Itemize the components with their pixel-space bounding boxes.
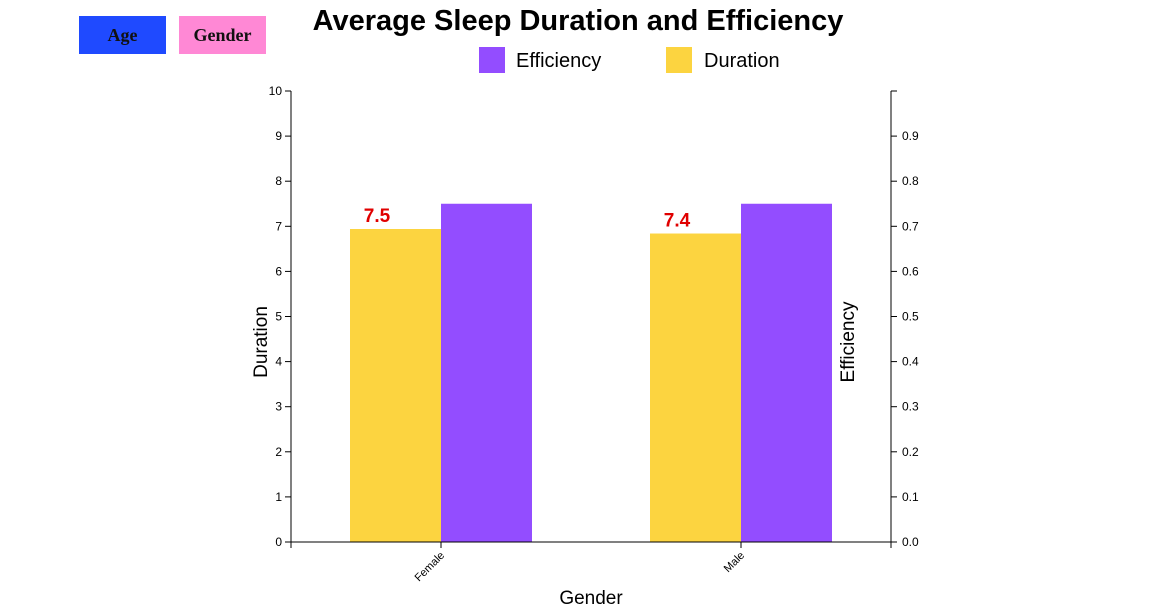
gender-button[interactable]: Gender bbox=[179, 16, 266, 54]
x-axis: Female Male bbox=[290, 541, 892, 584]
legend-swatch-efficiency bbox=[479, 47, 505, 73]
legend-label-duration: Duration bbox=[704, 50, 780, 72]
legend-label-efficiency: Efficiency bbox=[516, 50, 601, 72]
y-left-tick-label: 3 bbox=[275, 400, 282, 414]
bar-duration-female bbox=[350, 229, 441, 543]
data-labels: 7.5 7.4 bbox=[364, 206, 691, 232]
bar-efficiency-female bbox=[441, 203, 532, 542]
y-left-tick-label: 10 bbox=[269, 84, 283, 98]
bar-duration-male bbox=[650, 233, 741, 543]
y-right-tick-label: 0.7 bbox=[902, 219, 919, 233]
y-axis-right: 0.0 0.1 0.2 0.3 0.4 0.5 0.6 0.7 0.8 0.9 bbox=[890, 90, 919, 549]
y-axis-left-title: Duration bbox=[251, 306, 272, 378]
y-left-tick-label: 1 bbox=[275, 490, 282, 504]
y-left-tick-label: 6 bbox=[275, 264, 282, 278]
y-axis-right-title: Efficiency bbox=[838, 301, 859, 382]
y-axis-left: 0 1 2 3 4 5 6 7 8 9 10 bbox=[269, 84, 292, 549]
y-right-tick-label: 0.4 bbox=[902, 355, 919, 369]
y-right-tick-label: 0.8 bbox=[902, 174, 919, 188]
y-left-tick-label: 2 bbox=[275, 445, 282, 459]
y-right-tick-label: 0.2 bbox=[902, 445, 919, 459]
bars bbox=[350, 203, 832, 543]
data-label-duration-male: 7.4 bbox=[664, 211, 691, 232]
x-tick-label-male: Male bbox=[722, 550, 747, 575]
x-tick-label-female: Female bbox=[413, 550, 447, 584]
y-left-tick-label: 5 bbox=[275, 310, 282, 324]
data-label-duration-female: 7.5 bbox=[364, 206, 391, 227]
x-axis-title: Gender bbox=[559, 588, 623, 609]
y-right-tick-label: 0.1 bbox=[902, 490, 919, 504]
y-left-tick-label: 8 bbox=[275, 174, 282, 188]
y-right-tick-label: 0.9 bbox=[902, 129, 919, 143]
y-right-tick-label: 0.3 bbox=[902, 400, 919, 414]
bar-efficiency-male bbox=[741, 203, 832, 542]
legend-swatch-duration bbox=[666, 47, 692, 73]
y-right-tick-label: 0.5 bbox=[902, 310, 919, 324]
y-left-tick-label: 7 bbox=[275, 219, 282, 233]
y-left-tick-label: 4 bbox=[275, 355, 282, 369]
y-right-tick-label: 0.6 bbox=[902, 264, 919, 278]
y-left-tick-label: 9 bbox=[275, 129, 282, 143]
age-button[interactable]: Age bbox=[79, 16, 166, 54]
y-left-tick-label: 0 bbox=[275, 535, 282, 549]
legend: Efficiency Duration bbox=[479, 47, 780, 73]
y-right-tick-label: 0.0 bbox=[902, 535, 919, 549]
chart-title: Average Sleep Duration and Efficiency bbox=[313, 5, 844, 37]
